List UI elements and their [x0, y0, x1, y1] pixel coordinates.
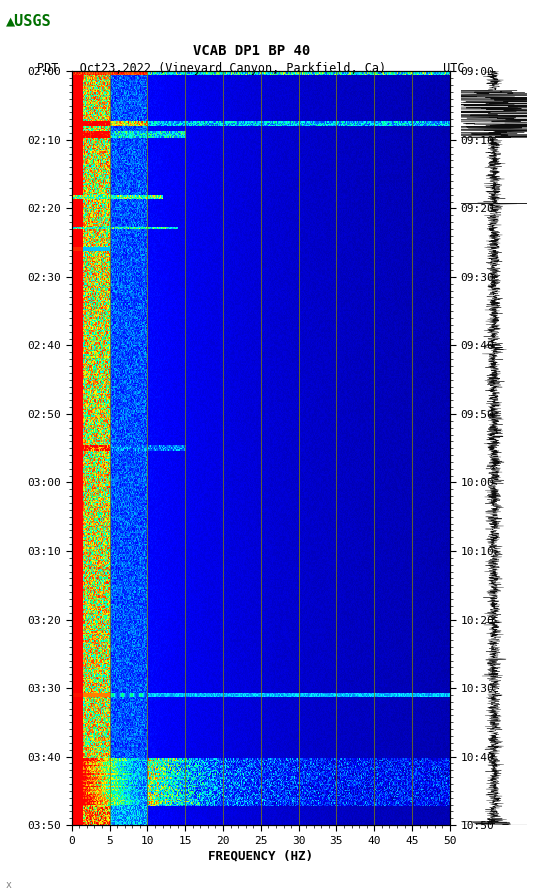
X-axis label: FREQUENCY (HZ): FREQUENCY (HZ): [208, 850, 314, 863]
Text: x: x: [6, 880, 12, 889]
Text: ▲USGS: ▲USGS: [6, 13, 51, 28]
Text: VCAB DP1 BP 40: VCAB DP1 BP 40: [193, 44, 310, 58]
Text: PDT   Oct23,2022 (Vineyard Canyon, Parkfield, Ca)        UTC: PDT Oct23,2022 (Vineyard Canyon, Parkfie…: [38, 62, 465, 75]
